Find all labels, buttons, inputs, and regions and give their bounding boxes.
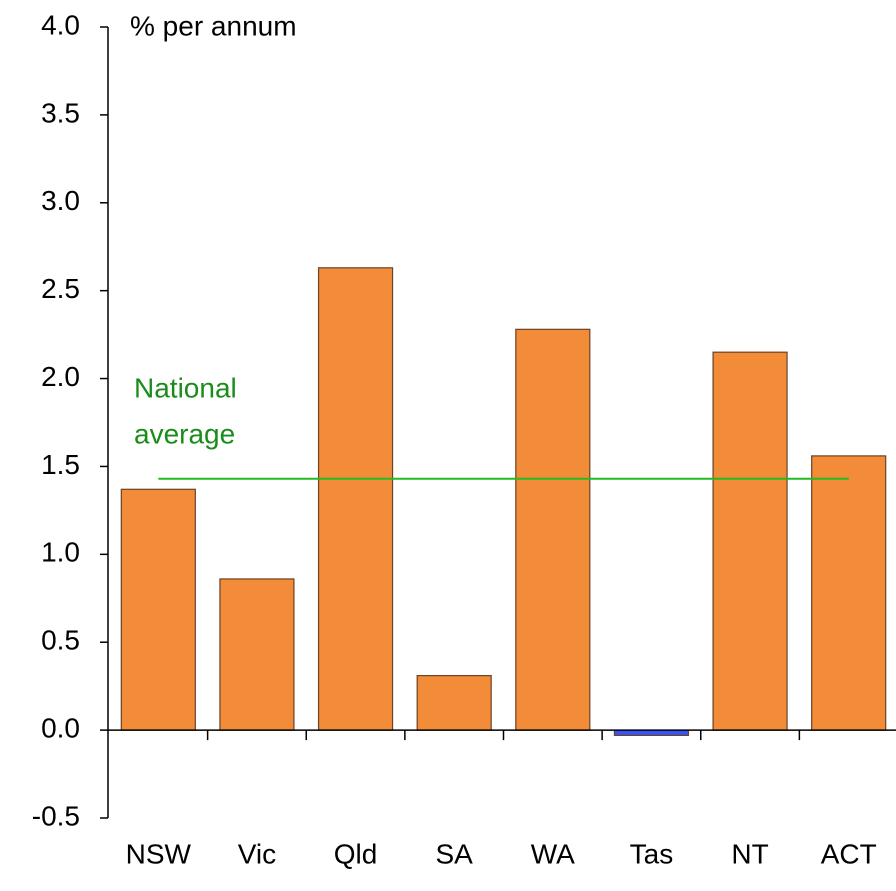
bar	[515, 328, 591, 731]
x-tick-label: WA	[531, 838, 575, 869]
y-tick-label: 3.5	[41, 97, 80, 128]
bar	[712, 351, 788, 731]
y-tick-label: 4.0	[41, 9, 80, 40]
y-tick-label: -0.5	[32, 800, 80, 831]
x-tick-label: ACT	[821, 838, 877, 869]
y-tick-label: 3.0	[41, 185, 80, 216]
x-tick-label: Tas	[630, 838, 674, 869]
reference-label: National	[134, 372, 237, 403]
y-axis-label: % per annum	[130, 10, 297, 41]
y-tick-label: 2.5	[41, 273, 80, 304]
x-tick-label: NT	[731, 838, 768, 869]
y-tick-label: 0.5	[41, 625, 80, 656]
x-tick-label: Vic	[238, 838, 276, 869]
x-tick-label: SA	[436, 838, 474, 869]
y-tick-label: 2.0	[41, 361, 80, 392]
y-tick-label: 1.5	[41, 449, 80, 480]
reference-label: average	[134, 418, 235, 449]
bar	[219, 578, 295, 731]
bar	[613, 729, 690, 736]
x-tick-label: NSW	[126, 838, 192, 869]
bar	[120, 488, 196, 731]
bar	[416, 675, 492, 731]
x-tick-label: Qld	[334, 838, 378, 869]
y-tick-label: 0.0	[41, 713, 80, 744]
bar	[811, 455, 887, 731]
y-tick-label: 1.0	[41, 537, 80, 568]
bar	[317, 267, 394, 731]
